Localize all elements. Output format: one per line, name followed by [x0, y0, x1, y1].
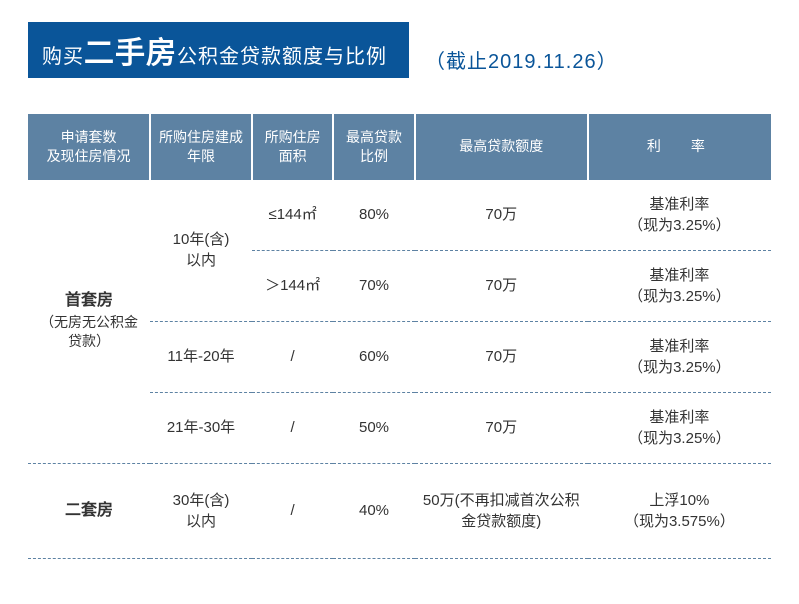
- rate-line2: （现为3.25%）: [594, 428, 765, 449]
- title-banner: 购买 二手房 公积金贷款额度与比例: [28, 22, 409, 78]
- rate-line2: （现为3.575%）: [594, 511, 765, 532]
- col-header-2: 所购住房建成年限: [150, 114, 252, 180]
- table-header-row: 申请套数及现住房情况 所购住房建成年限 所购住房面积 最高贷款比例 最高贷款额度…: [28, 114, 771, 180]
- rate-line2: （现为3.25%）: [594, 215, 765, 236]
- cell-area: /: [252, 463, 333, 558]
- cell-rate: 基准利率 （现为3.25%）: [588, 180, 771, 251]
- cell-rate: 基准利率 （现为3.25%）: [588, 250, 771, 321]
- table-row: 二套房 30年(含)以内 / 40% 50万(不再扣减首次公积金贷款额度) 上浮…: [28, 463, 771, 558]
- cutoff-date: （截止2019.11.26）: [425, 45, 618, 78]
- rate-line1: 基准利率: [649, 409, 709, 426]
- rate-line2: （现为3.25%）: [594, 357, 765, 378]
- cell-rate: 上浮10% （现为3.575%）: [588, 463, 771, 558]
- cell-amount: 50万(不再扣减首次公积金贷款额度): [415, 463, 588, 558]
- cell-amount: 70万: [415, 180, 588, 251]
- rate-line1: 基准利率: [649, 196, 709, 213]
- cell-rate: 基准利率 （现为3.25%）: [588, 321, 771, 392]
- cell-amount: 70万: [415, 250, 588, 321]
- cell-ratio: 60%: [333, 321, 414, 392]
- rate-line2: （现为3.25%）: [594, 286, 765, 307]
- cell-ratio: 40%: [333, 463, 414, 558]
- rate-line1: 基准利率: [649, 267, 709, 284]
- cell-age: 30年(含)以内: [150, 463, 252, 558]
- title-part-1: 购买: [42, 40, 84, 69]
- title-part-2: 二手房: [84, 28, 177, 72]
- cell-ratio: 80%: [333, 180, 414, 251]
- col-header-4: 最高贷款比例: [333, 114, 414, 180]
- table-row: 首套房 （无房无公积金贷款） 10年(含)以内 ≤144㎡ 80% 70万 基准…: [28, 180, 771, 251]
- cell-rate: 基准利率 （现为3.25%）: [588, 392, 771, 463]
- cell-area: /: [252, 392, 333, 463]
- cell-area: ≤144㎡: [252, 180, 333, 251]
- group-label-main: 首套房: [65, 292, 113, 309]
- col-header-3: 所购住房面积: [252, 114, 333, 180]
- cell-area: ＞144㎡: [252, 250, 333, 321]
- title-part-3: 公积金贷款额度与比例: [177, 40, 387, 69]
- group-label-second: 二套房: [28, 463, 150, 558]
- rate-line1: 上浮10%: [649, 492, 709, 509]
- cell-amount: 70万: [415, 392, 588, 463]
- header-row: 购买 二手房 公积金贷款额度与比例 （截止2019.11.26）: [28, 22, 771, 78]
- cell-ratio: 70%: [333, 250, 414, 321]
- cell-age: 10年(含)以内: [150, 180, 252, 322]
- group-label-first: 首套房 （无房无公积金贷款）: [28, 180, 150, 464]
- col-header-5: 最高贷款额度: [415, 114, 588, 180]
- cell-age: 11年-20年: [150, 321, 252, 392]
- cell-area: /: [252, 321, 333, 392]
- group-label-sub: （无房无公积金贷款）: [34, 313, 144, 352]
- col-header-6: 利 率: [588, 114, 771, 180]
- cell-ratio: 50%: [333, 392, 414, 463]
- col-header-1: 申请套数及现住房情况: [28, 114, 150, 180]
- cell-age: 21年-30年: [150, 392, 252, 463]
- loan-table: 申请套数及现住房情况 所购住房建成年限 所购住房面积 最高贷款比例 最高贷款额度…: [28, 114, 771, 559]
- cell-amount: 70万: [415, 321, 588, 392]
- group-label-main: 二套房: [65, 502, 113, 519]
- rate-line1: 基准利率: [649, 338, 709, 355]
